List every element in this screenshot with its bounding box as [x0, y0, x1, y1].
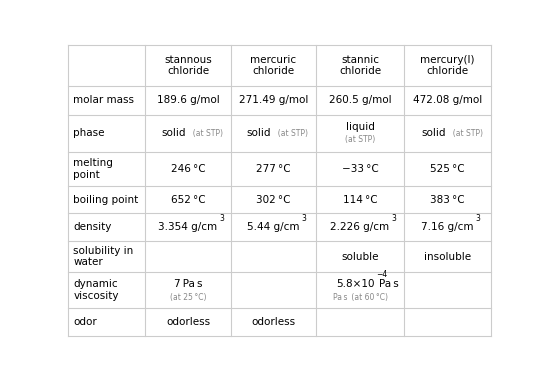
Text: solid: solid [421, 128, 446, 138]
Text: −4: −4 [376, 270, 388, 279]
Text: mercuric
chloride: mercuric chloride [251, 55, 296, 76]
Text: 260.5 g/mol: 260.5 g/mol [329, 95, 391, 105]
Text: Pa s: Pa s [378, 279, 399, 289]
Text: mercury(I)
chloride: mercury(I) chloride [420, 55, 475, 76]
Text: density: density [73, 222, 112, 232]
Text: stannous
chloride: stannous chloride [164, 55, 212, 76]
Text: 3: 3 [219, 214, 224, 223]
Text: 2.226 g/cm: 2.226 g/cm [330, 222, 390, 232]
Text: odorless: odorless [166, 317, 210, 327]
Text: odor: odor [73, 317, 97, 327]
Text: solid: solid [162, 128, 186, 138]
Text: 277 °C: 277 °C [256, 164, 291, 174]
Text: Pa s (at 60 °C): Pa s (at 60 °C) [333, 293, 388, 302]
Text: melting
point: melting point [73, 158, 113, 180]
Text: solid: solid [247, 128, 271, 138]
Text: dynamic
viscosity: dynamic viscosity [73, 279, 119, 301]
Text: 3: 3 [391, 214, 396, 223]
Text: 3: 3 [301, 214, 306, 223]
Text: liquid: liquid [346, 122, 375, 132]
Text: 5.8×10: 5.8×10 [336, 279, 375, 289]
Text: odorless: odorless [251, 317, 295, 327]
Text: molar mass: molar mass [73, 95, 134, 105]
Text: boiling point: boiling point [73, 195, 139, 205]
Text: soluble: soluble [341, 251, 379, 262]
Text: 472.08 g/mol: 472.08 g/mol [413, 95, 482, 105]
Text: 525 °C: 525 °C [430, 164, 465, 174]
Text: (at STP): (at STP) [345, 135, 375, 144]
Text: (at STP): (at STP) [188, 129, 223, 138]
Text: phase: phase [73, 128, 105, 138]
Text: (at STP): (at STP) [448, 129, 483, 138]
Text: 7 Pa s: 7 Pa s [174, 279, 202, 289]
Text: stannic
chloride: stannic chloride [339, 55, 381, 76]
Text: 3: 3 [475, 214, 480, 223]
Text: 5.44 g/cm: 5.44 g/cm [247, 222, 300, 232]
Text: solubility in
water: solubility in water [73, 246, 134, 267]
Text: 7.16 g/cm: 7.16 g/cm [422, 222, 474, 232]
Text: insoluble: insoluble [424, 251, 471, 262]
Text: 3.354 g/cm: 3.354 g/cm [158, 222, 217, 232]
Text: 383 °C: 383 °C [430, 195, 465, 205]
Text: 114 °C: 114 °C [343, 195, 377, 205]
Text: 302 °C: 302 °C [256, 195, 290, 205]
Text: 271.49 g/mol: 271.49 g/mol [239, 95, 308, 105]
Text: (at STP): (at STP) [274, 129, 308, 138]
Text: (at 25 °C): (at 25 °C) [170, 293, 206, 302]
Text: 246 °C: 246 °C [171, 164, 205, 174]
Text: 189.6 g/mol: 189.6 g/mol [157, 95, 219, 105]
Text: −33 °C: −33 °C [342, 164, 378, 174]
Text: 652 °C: 652 °C [171, 195, 205, 205]
